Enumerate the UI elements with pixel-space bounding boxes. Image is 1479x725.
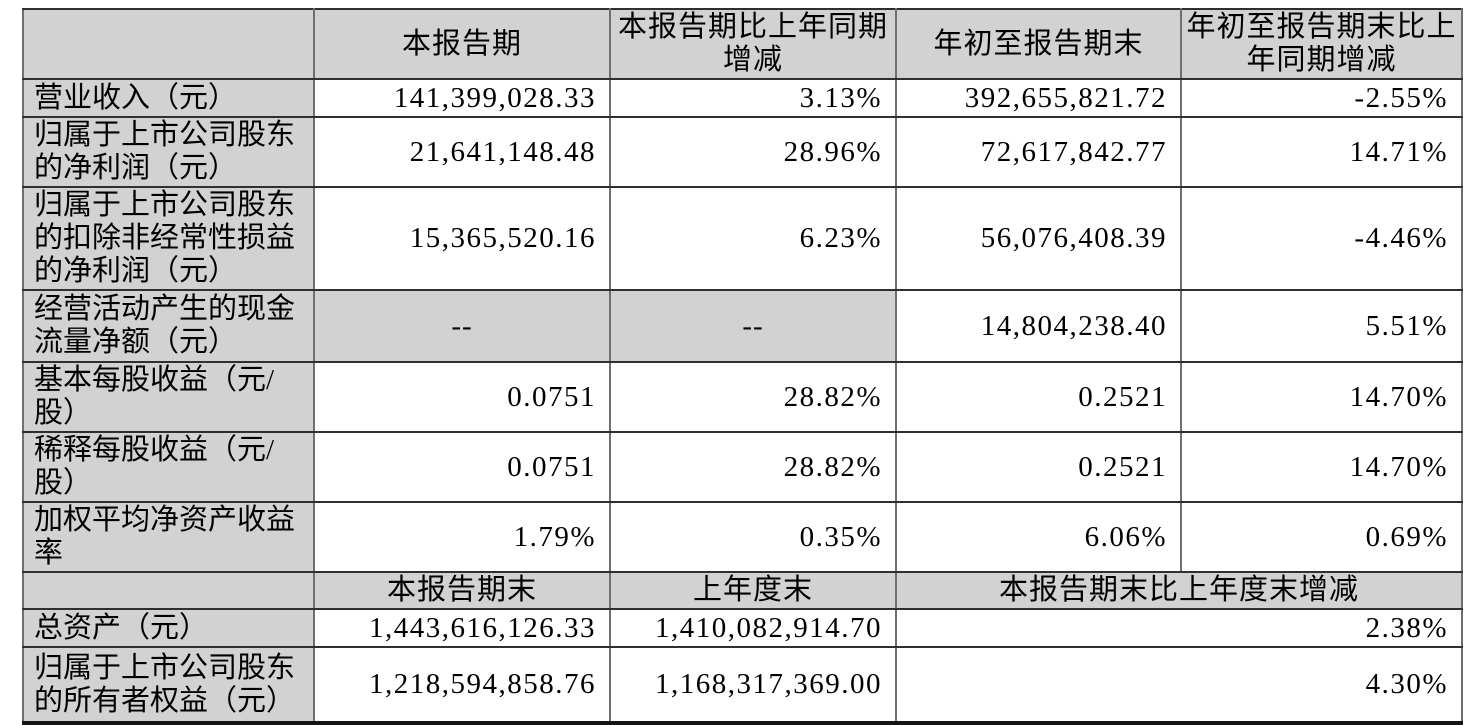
value-current: 1.79% [313, 501, 611, 573]
value-ytd: 56,076,408.39 [895, 186, 1182, 291]
value-yoy: 0.35% [609, 501, 897, 573]
value-yoy: 28.82% [609, 361, 897, 433]
table-row-weighted-avg-roe: 加权平均净资产收益率 1.79% 0.35% 6.06% 0.69% [22, 501, 1463, 573]
value-prev-year-end: 1,168,317,369.00 [609, 646, 897, 724]
row-label: 营业收入（元） [22, 78, 315, 118]
value-current-na: -- [313, 289, 611, 363]
row-label: 归属于上市公司股东的净利润（元） [22, 116, 315, 188]
header-cell-period-end: 本报告期末 [313, 571, 611, 610]
value-change: 2.38% [895, 608, 1463, 648]
table-row-net-profit: 归属于上市公司股东的净利润（元） 21,641,148.48 28.96% 72… [22, 116, 1463, 188]
value-ytd: 0.2521 [895, 361, 1182, 433]
row-label: 稀释每股收益（元/股） [22, 431, 315, 503]
value-yoy-na: -- [609, 289, 897, 363]
value-period-end: 1,218,594,858.76 [313, 646, 611, 724]
table-row-basic-eps: 基本每股收益（元/股） 0.0751 28.82% 0.2521 14.70% [22, 361, 1463, 433]
header-cell-period-end-change: 本报告期末比上年度末增减 [895, 571, 1463, 610]
table-row-total-assets: 总资产（元） 1,443,616,126.33 1,410,082,914.70… [22, 608, 1463, 648]
row-label: 加权平均净资产收益率 [22, 501, 315, 573]
value-ytd-yoy: 14.71% [1180, 116, 1463, 188]
value-ytd: 14,804,238.40 [895, 289, 1182, 363]
value-ytd: 392,655,821.72 [895, 78, 1182, 118]
value-current: 0.0751 [313, 431, 611, 503]
table-row-net-profit-excl-nonrecurring: 归属于上市公司股东的扣除非经常性损益的净利润（元） 15,365,520.16 … [22, 186, 1463, 291]
row-label: 经营活动产生的现金流量净额（元） [22, 289, 315, 363]
financial-summary-table: 本报告期 本报告期比上年同期增减 年初至报告期末 年初至报告期末比上年同期增减 … [22, 8, 1463, 725]
header-row-period-end: 本报告期末 上年度末 本报告期末比上年度末增减 [22, 571, 1463, 610]
table-row-operating-revenue: 营业收入（元） 141,399,028.33 3.13% 392,655,821… [22, 78, 1463, 118]
value-ytd-yoy: -2.55% [1180, 78, 1463, 118]
table-row-equity-attributable: 归属于上市公司股东的所有者权益（元） 1,218,594,858.76 1,16… [22, 646, 1463, 724]
header-cell-prev-year-end: 上年度末 [609, 571, 897, 610]
value-yoy: 28.96% [609, 116, 897, 188]
header-cell-current-period: 本报告期 [313, 8, 611, 80]
header-cell-current-period-yoy: 本报告期比上年同期增减 [609, 8, 897, 80]
value-yoy: 3.13% [609, 78, 897, 118]
value-current: 21,641,148.48 [313, 116, 611, 188]
header-row-period: 本报告期 本报告期比上年同期增减 年初至报告期末 年初至报告期末比上年同期增减 [22, 8, 1463, 80]
header-cell-empty [22, 8, 315, 80]
value-yoy: 28.82% [609, 431, 897, 503]
value-prev-year-end: 1,410,082,914.70 [609, 608, 897, 648]
value-ytd: 6.06% [895, 501, 1182, 573]
value-current: 141,399,028.33 [313, 78, 611, 118]
value-current: 15,365,520.16 [313, 186, 611, 291]
value-period-end: 1,443,616,126.33 [313, 608, 611, 648]
row-label: 总资产（元） [22, 608, 315, 648]
value-change: 4.30% [895, 646, 1463, 724]
header-cell-ytd: 年初至报告期末 [895, 8, 1182, 80]
value-ytd-yoy: 14.70% [1180, 431, 1463, 503]
table-row-diluted-eps: 稀释每股收益（元/股） 0.0751 28.82% 0.2521 14.70% [22, 431, 1463, 503]
value-ytd: 72,617,842.77 [895, 116, 1182, 188]
table-row-operating-cash-flow: 经营活动产生的现金流量净额（元） -- -- 14,804,238.40 5.5… [22, 289, 1463, 363]
value-yoy: 6.23% [609, 186, 897, 291]
value-current: 0.0751 [313, 361, 611, 433]
row-label: 基本每股收益（元/股） [22, 361, 315, 433]
value-ytd-yoy: 5.51% [1180, 289, 1463, 363]
value-ytd-yoy: 0.69% [1180, 501, 1463, 573]
value-ytd-yoy: 14.70% [1180, 361, 1463, 433]
header-cell-empty [22, 571, 315, 610]
row-label: 归属于上市公司股东的扣除非经常性损益的净利润（元） [22, 186, 315, 291]
row-label: 归属于上市公司股东的所有者权益（元） [22, 646, 315, 724]
value-ytd-yoy: -4.46% [1180, 186, 1463, 291]
header-cell-ytd-yoy: 年初至报告期末比上年同期增减 [1180, 8, 1463, 80]
value-ytd: 0.2521 [895, 431, 1182, 503]
